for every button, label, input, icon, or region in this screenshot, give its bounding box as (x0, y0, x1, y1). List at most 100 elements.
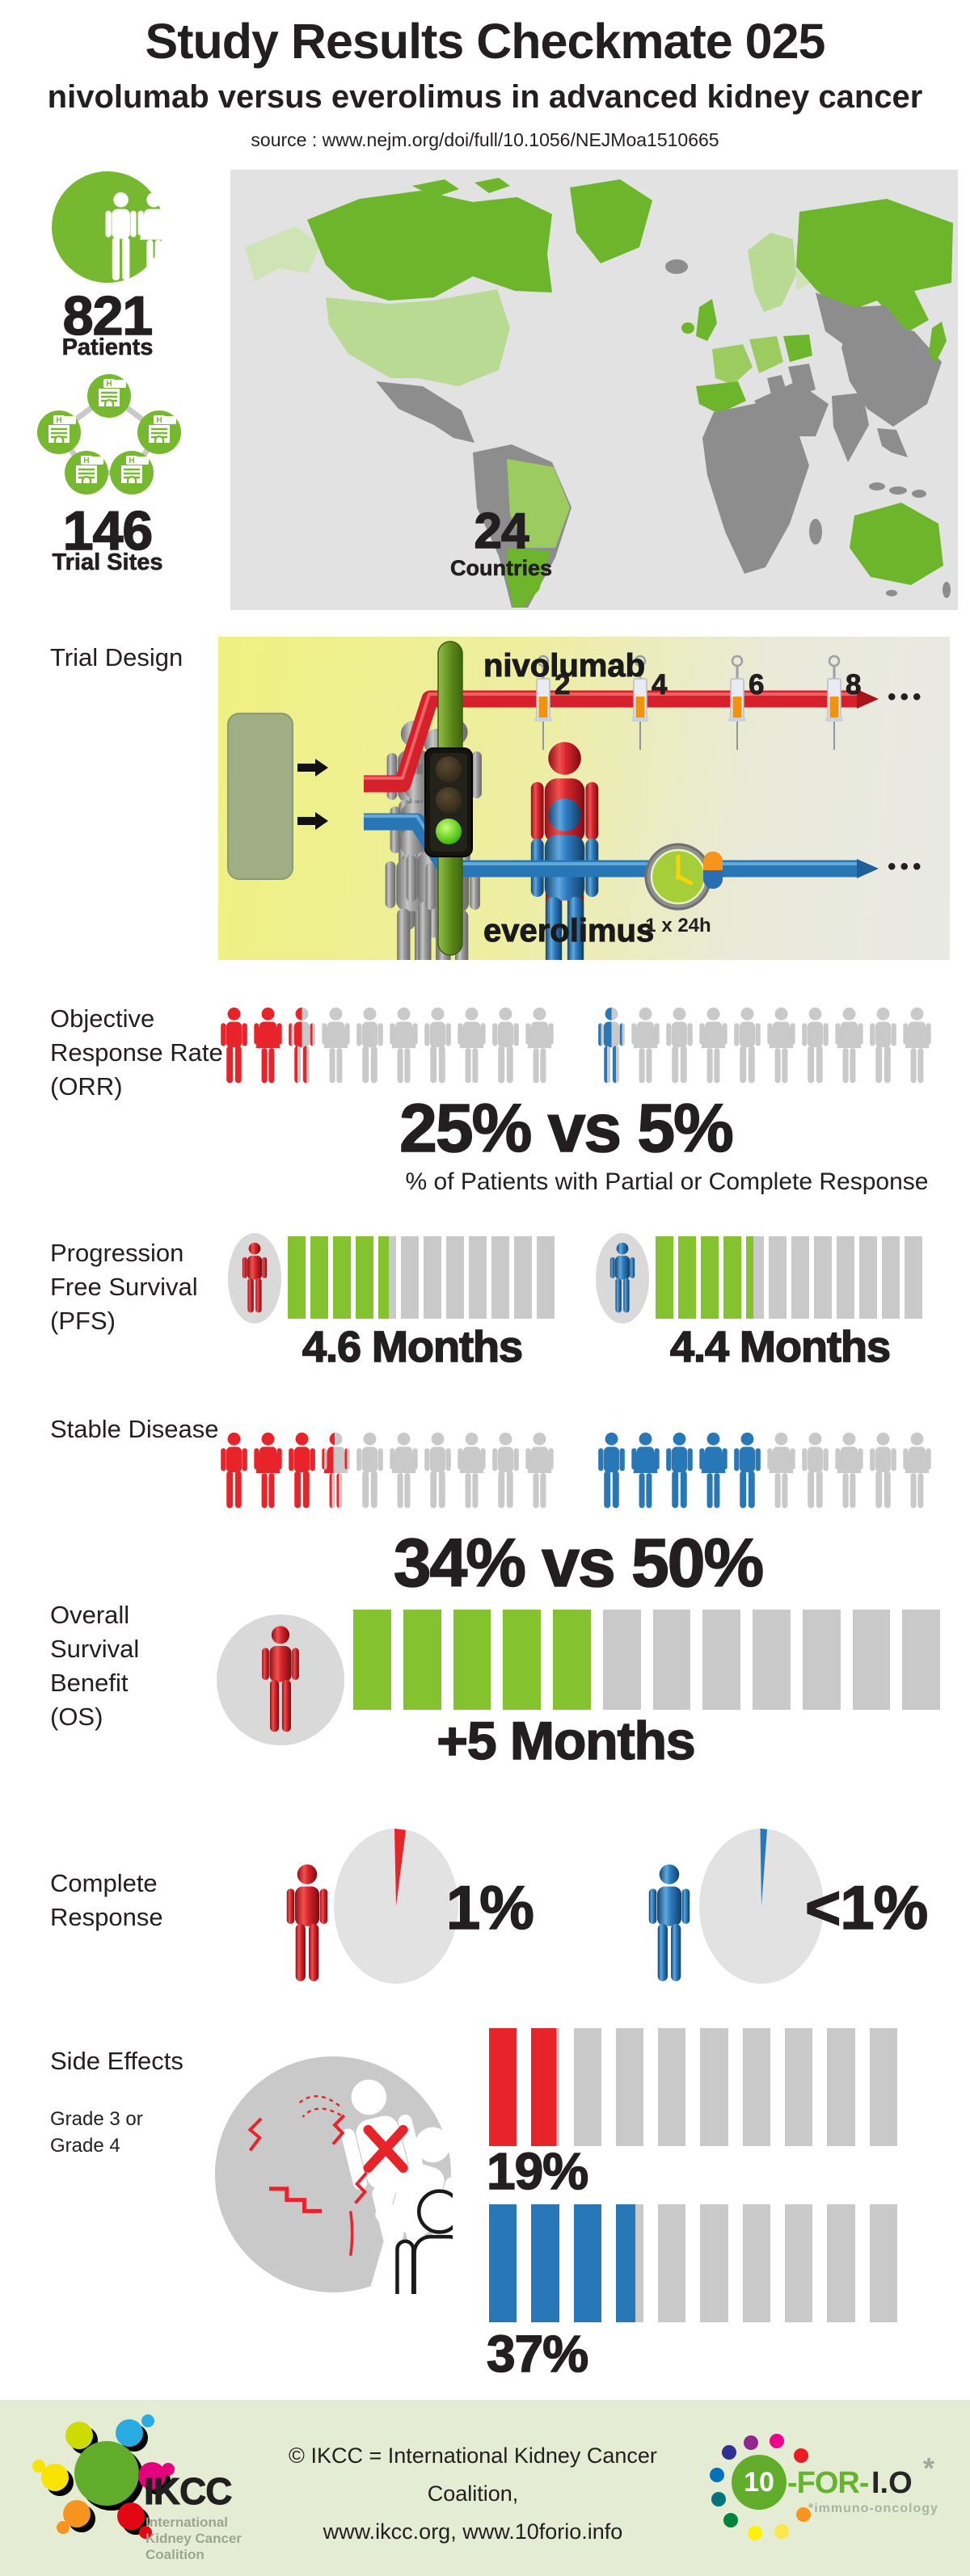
bar-segment (658, 2204, 686, 2322)
bar-segment (514, 1236, 532, 1319)
patients-icon (52, 171, 163, 283)
ikcc-tagline: International Kidney Cancer Coalition (146, 2515, 242, 2562)
person-icon (422, 1007, 453, 1085)
logo-dot (770, 2434, 784, 2448)
bar-segment (869, 2204, 897, 2322)
person-icon (833, 1432, 865, 1510)
side-effects-label: Side Effects (50, 2047, 183, 2075)
page-subtitle: nivolumab versus everolimus in advanced … (47, 79, 923, 115)
blue-person-icon (608, 1242, 637, 1315)
tenforio-tagline: *immuno-oncology (808, 2502, 938, 2515)
timeline-ellipsis-bottom: ••• (888, 853, 926, 880)
person-icon (354, 1007, 386, 1085)
bar-segment (882, 1236, 900, 1319)
person-icon (799, 1007, 831, 1085)
bar-segment (573, 2028, 601, 2146)
week-tick-8: 8 (846, 669, 862, 701)
tenforio-circle: 10 (732, 2455, 787, 2510)
ikcc-logo (32, 2414, 175, 2539)
person-icon (388, 1007, 420, 1085)
bar-segment (791, 1236, 809, 1319)
logo-dot (711, 2492, 726, 2507)
bar-segment (615, 2204, 644, 2322)
person-icon (664, 1007, 695, 1085)
cr-pie-everolimus (699, 1829, 824, 1984)
trial-sites-icon: H (36, 374, 182, 496)
bar-segment (852, 1610, 891, 1710)
tenforio-asterisk: * (923, 2452, 935, 2485)
person-icon (320, 1007, 352, 1085)
bar-segment (403, 1610, 441, 1710)
bar-segment (700, 2028, 728, 2146)
person-icon (765, 1432, 797, 1510)
timeline-ellipsis-top: ••• (888, 684, 926, 710)
bar-segment (353, 1610, 391, 1710)
bar-segment (700, 2204, 728, 2322)
bar-segment (869, 2028, 897, 2146)
page-title: Study Results Checkmate 025 (145, 14, 826, 69)
cr-avatar-nivolumab (283, 1863, 331, 1985)
os-avatar (217, 1614, 344, 1745)
bar-segment (785, 2204, 813, 2322)
person-icon (456, 1432, 487, 1510)
logo-dot (723, 2513, 738, 2528)
cr-label: Complete Response (50, 1869, 163, 1931)
stable-pictograph-nivolumab (218, 1432, 555, 1510)
bar-segment (333, 1236, 351, 1319)
svg-text:H: H (106, 380, 112, 389)
bar-segment (905, 1236, 922, 1319)
trial-sites-label: Trial Sites (52, 549, 163, 576)
bar-segment (469, 1236, 487, 1319)
bar-segment (742, 2204, 771, 2322)
logo-dot (796, 2507, 811, 2522)
bar-segment (785, 2028, 813, 2146)
os-bar (353, 1610, 940, 1710)
bar-segment (652, 1610, 691, 1710)
side-effects-value-nivolumab: 19% (486, 2141, 589, 2201)
footer: IKCC International Kidney Cancer Coaliti… (0, 2400, 970, 2576)
week-tick-2: 2 (555, 669, 571, 701)
bar-segment (814, 1236, 832, 1319)
bar-segment (658, 2028, 686, 2146)
week-tick-6: 6 (749, 669, 765, 701)
bar-segment (310, 1236, 328, 1319)
pfs-label: Progression Free Survival (PFS) (50, 1239, 198, 1335)
credit-text: © IKCC = International Kidney Cancer Coa… (242, 2437, 703, 2551)
person-icon (218, 1007, 250, 1085)
side-effects-grade-label: Grade 3 or Grade 4 (50, 2108, 143, 2157)
bar-segment (288, 1236, 306, 1319)
tenforio-for: -FOR- (787, 2466, 870, 2500)
trial-design-label: Trial Design (50, 643, 183, 671)
person-icon (765, 1007, 797, 1085)
side-effects-value-everolimus: 37% (486, 2324, 589, 2384)
orr-pictograph-nivolumab (218, 1007, 555, 1085)
person-icon (218, 1432, 250, 1510)
person-icon (252, 1432, 284, 1510)
person-icon (354, 1432, 386, 1510)
side-effects-bar-nivolumab (489, 2028, 897, 2146)
red-person-icon (240, 1242, 269, 1315)
bar-segment (573, 2204, 601, 2322)
bar-segment (453, 1610, 491, 1710)
cr-avatar-everolimus (645, 1863, 694, 1985)
person-icon (867, 1007, 899, 1085)
pfs-bar-nivolumab (288, 1236, 555, 1319)
credit-line-2: www.ikcc.org, www.10forio.info (323, 2519, 623, 2544)
bar-segment (602, 1610, 641, 1710)
person-icon (867, 1432, 899, 1510)
bar-segment (553, 1610, 591, 1710)
pfs-value-everolimus: 4.4 Months (669, 1322, 892, 1372)
person-icon (732, 1007, 763, 1085)
logo-dot (744, 2435, 758, 2450)
logo-dot (794, 2448, 808, 2463)
bar-segment (753, 1610, 791, 1710)
bar-segment (489, 2028, 517, 2146)
tenforio-io: I.O (871, 2466, 913, 2500)
bar-segment (378, 1236, 396, 1319)
red-person-icon (258, 1625, 303, 1735)
bar-segment (615, 2028, 644, 2146)
stable-pictograph-everolimus (596, 1432, 933, 1510)
os-headline: +5 Months (436, 1710, 697, 1771)
person-icon (596, 1432, 627, 1510)
